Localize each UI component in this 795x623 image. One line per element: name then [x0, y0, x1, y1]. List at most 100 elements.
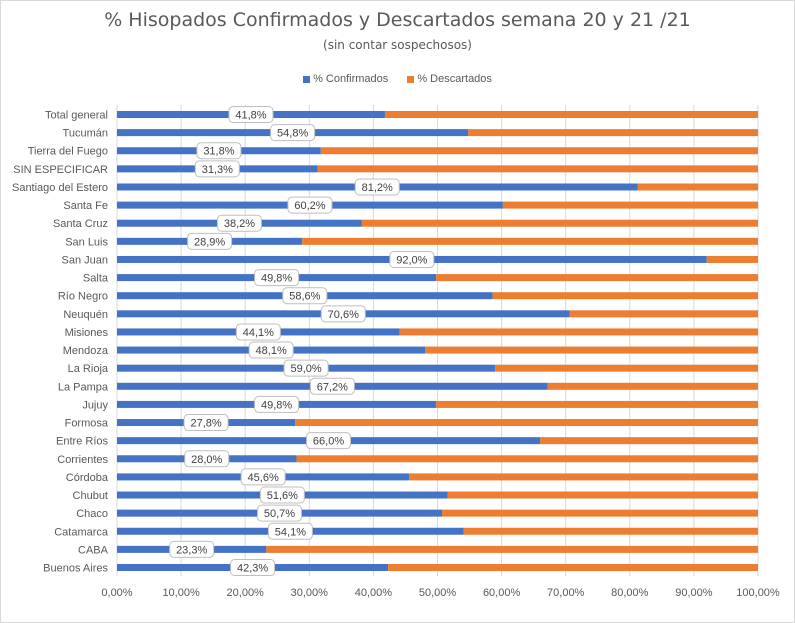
data-label: 41,8% — [235, 110, 266, 122]
data-label-box — [248, 341, 294, 359]
data-label: 27,8% — [190, 418, 221, 430]
legend-swatch-confirmados — [303, 75, 311, 83]
bar-descartados — [441, 509, 758, 517]
x-tick-label: 0,00% — [101, 587, 132, 599]
x-tick-label: 20,00% — [227, 587, 265, 599]
data-label: 67,2% — [317, 381, 348, 393]
bar-descartados — [502, 201, 758, 209]
data-label: 45,6% — [248, 472, 279, 484]
category-label: Formosa — [65, 418, 109, 430]
category-label: SIN ESPECIFICAR — [13, 164, 108, 176]
category-label: Chubut — [73, 490, 108, 502]
data-label-box — [216, 214, 262, 232]
bar-descartados — [540, 437, 758, 445]
data-label: 66,0% — [313, 436, 344, 448]
x-tick-label: 90,00% — [675, 587, 713, 599]
data-label-box — [283, 359, 329, 377]
category-label: Entre Ríos — [56, 436, 108, 448]
category-label: San Luis — [65, 236, 108, 248]
category-label: Tierra del Fuego — [28, 146, 108, 158]
bar-descartados — [463, 527, 758, 535]
data-label: 92,0% — [396, 254, 427, 266]
category-label: Misiones — [65, 327, 109, 339]
legend-item-confirmados: % Confirmados — [303, 73, 388, 85]
data-label-box — [169, 540, 215, 558]
category-label: Mendoza — [63, 345, 109, 357]
bar-descartados — [547, 382, 758, 390]
category-label: Santiago del Estero — [12, 182, 108, 194]
data-label-box — [184, 450, 230, 468]
data-label: 50,7% — [264, 508, 295, 520]
data-label: 59,0% — [290, 363, 321, 375]
category-label: San Juan — [62, 254, 108, 266]
bar-descartados — [399, 328, 758, 336]
category-label: Buenos Aires — [43, 563, 108, 575]
bar-descartados — [569, 310, 758, 318]
legend: % Confirmados % Descartados — [0, 73, 795, 85]
bar-descartados — [495, 364, 758, 372]
data-label-box — [230, 559, 276, 576]
data-label: 49,8% — [261, 273, 292, 285]
data-label-box — [309, 377, 355, 395]
bar-descartados — [296, 455, 758, 463]
data-label: 42,3% — [237, 563, 268, 575]
x-tick-label: 70,00% — [547, 587, 585, 599]
category-label: Neuquén — [63, 309, 108, 321]
x-tick-label: 10,00% — [162, 587, 200, 599]
data-label-box — [254, 395, 300, 413]
bar-descartados — [436, 274, 758, 282]
x-tick-label: 50,00% — [419, 587, 457, 599]
data-label: 58,6% — [289, 291, 320, 303]
category-label: Catamarca — [54, 526, 109, 538]
data-label: 81,2% — [362, 182, 393, 194]
data-label: 70,6% — [328, 309, 359, 321]
data-label-box — [196, 142, 242, 160]
category-label: Santa Fe — [63, 200, 108, 212]
data-label: 23,3% — [176, 544, 207, 556]
data-label-box — [228, 106, 274, 123]
category-label: Chaco — [76, 508, 108, 520]
data-label: 28,0% — [191, 454, 222, 466]
data-label-box — [320, 305, 366, 323]
bar-descartados — [266, 545, 758, 553]
legend-label-descartados: % Descartados — [417, 73, 492, 85]
data-label-box — [306, 432, 352, 450]
data-label: 28,9% — [194, 236, 225, 248]
data-label-box — [194, 160, 240, 178]
chart-title: % Hisopados Confirmados y Descartados se… — [104, 9, 691, 31]
category-label: Tucumán — [63, 128, 108, 140]
category-label: Jujuy — [82, 399, 108, 411]
legend-label-confirmados: % Confirmados — [313, 73, 389, 85]
data-label-box — [267, 522, 313, 540]
category-label: Corrientes — [57, 454, 108, 466]
data-label-box — [254, 269, 300, 287]
data-label: 48,1% — [256, 345, 287, 357]
x-tick-label: 40,00% — [355, 587, 393, 599]
bar-descartados — [317, 165, 758, 173]
bar-descartados — [388, 564, 758, 571]
data-label: 31,3% — [202, 164, 233, 176]
category-label: Salta — [83, 273, 109, 285]
legend-swatch-descartados — [407, 75, 415, 83]
bar-descartados — [409, 473, 758, 481]
data-label-box — [389, 250, 435, 268]
data-label-box — [270, 124, 316, 142]
data-label: 31,8% — [203, 146, 234, 158]
bar-descartados — [706, 255, 758, 263]
data-label-box — [187, 232, 233, 250]
data-label-box — [287, 196, 333, 214]
bar-descartados — [384, 111, 758, 118]
data-label-box — [240, 468, 286, 486]
category-label: Total general — [45, 110, 108, 122]
bar-descartados — [361, 219, 758, 227]
data-label-box — [256, 504, 302, 522]
data-label: 49,8% — [261, 399, 292, 411]
bar-descartados — [320, 147, 758, 155]
legend-item-descartados: % Descartados — [407, 73, 492, 85]
data-label-box — [183, 414, 229, 432]
x-tick-label: 80,00% — [611, 587, 649, 599]
x-tick-label: 60,00% — [483, 587, 521, 599]
bar-descartados — [468, 129, 758, 137]
category-label: La Rioja — [68, 363, 109, 375]
